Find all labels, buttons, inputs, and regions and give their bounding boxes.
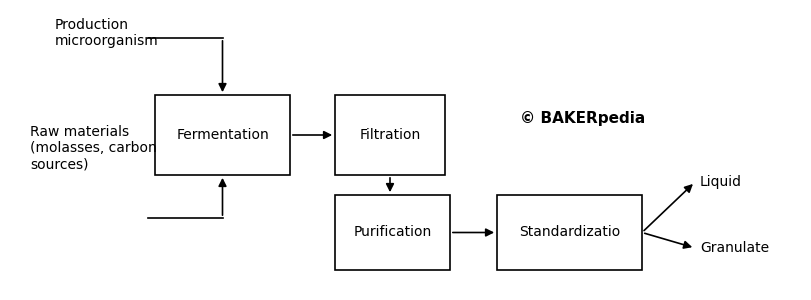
Text: © BAKERpedia: © BAKERpedia bbox=[520, 110, 646, 125]
Bar bbox=[335, 95, 445, 175]
Text: Filtration: Filtration bbox=[359, 128, 421, 142]
Bar bbox=[497, 195, 642, 270]
Text: Granulate: Granulate bbox=[700, 241, 769, 255]
Text: Raw materials
(molasses, carbon
sources): Raw materials (molasses, carbon sources) bbox=[30, 125, 157, 171]
Text: Standardizatio: Standardizatio bbox=[519, 226, 620, 239]
Text: Fermentation: Fermentation bbox=[176, 128, 269, 142]
Bar bbox=[335, 195, 450, 270]
Bar bbox=[155, 95, 290, 175]
Text: Production
microorganism: Production microorganism bbox=[55, 18, 159, 48]
Text: Liquid: Liquid bbox=[700, 175, 742, 189]
Text: Purification: Purification bbox=[354, 226, 431, 239]
